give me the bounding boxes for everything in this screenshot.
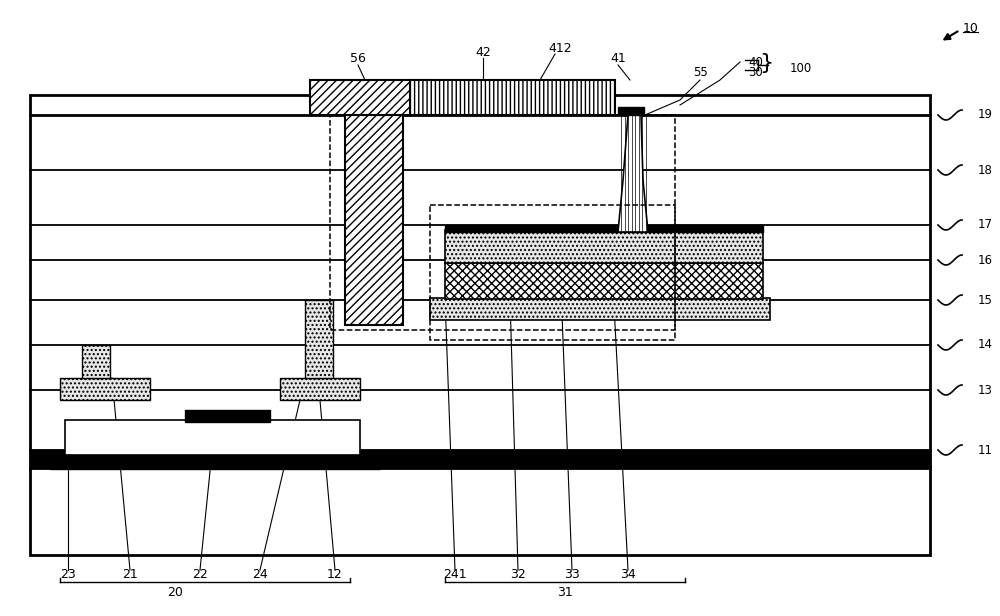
Text: 32: 32	[510, 569, 526, 582]
Bar	[445, 230, 763, 263]
Text: 14: 14	[978, 339, 993, 352]
Text: 30: 30	[748, 67, 763, 79]
Text: 12: 12	[327, 569, 343, 582]
Text: 15: 15	[978, 293, 993, 307]
Text: 33: 33	[564, 569, 580, 582]
Bar	[410, 80, 615, 115]
Text: 11: 11	[978, 444, 993, 456]
Text: 10: 10	[963, 22, 979, 34]
Text: 42: 42	[475, 46, 491, 59]
Text: 16: 16	[978, 254, 993, 267]
Text: 20: 20	[167, 585, 183, 599]
Text: 24: 24	[252, 569, 268, 582]
Text: }: }	[759, 53, 773, 73]
Bar	[445, 225, 763, 232]
Bar	[65, 420, 360, 455]
Bar	[345, 115, 403, 325]
Text: 21: 21	[122, 569, 138, 582]
Bar	[618, 107, 644, 115]
Text: 13: 13	[978, 384, 993, 397]
Bar	[430, 298, 770, 320]
Bar	[430, 205, 675, 340]
Bar	[82, 345, 110, 378]
Bar	[445, 263, 763, 299]
Text: 19: 19	[978, 108, 993, 121]
Text: 412: 412	[548, 41, 572, 54]
Bar	[305, 300, 333, 378]
Text: 40: 40	[748, 57, 763, 70]
Text: 41: 41	[610, 52, 626, 65]
Bar	[30, 95, 930, 555]
Text: 100: 100	[790, 62, 812, 75]
Text: 241: 241	[443, 569, 467, 582]
Bar	[185, 410, 270, 422]
Bar	[330, 115, 675, 330]
Bar	[50, 455, 380, 469]
Text: 18: 18	[978, 163, 993, 177]
Text: 34: 34	[620, 569, 636, 582]
Text: 17: 17	[978, 219, 993, 232]
Text: 22: 22	[192, 569, 208, 582]
Text: 23: 23	[60, 569, 76, 582]
Bar	[60, 378, 150, 400]
Text: 55: 55	[693, 65, 707, 78]
Text: 56: 56	[350, 52, 366, 65]
Polygon shape	[618, 115, 648, 232]
Text: 31: 31	[557, 585, 573, 599]
Bar	[30, 450, 930, 468]
Bar	[310, 80, 430, 115]
Bar	[280, 378, 360, 400]
